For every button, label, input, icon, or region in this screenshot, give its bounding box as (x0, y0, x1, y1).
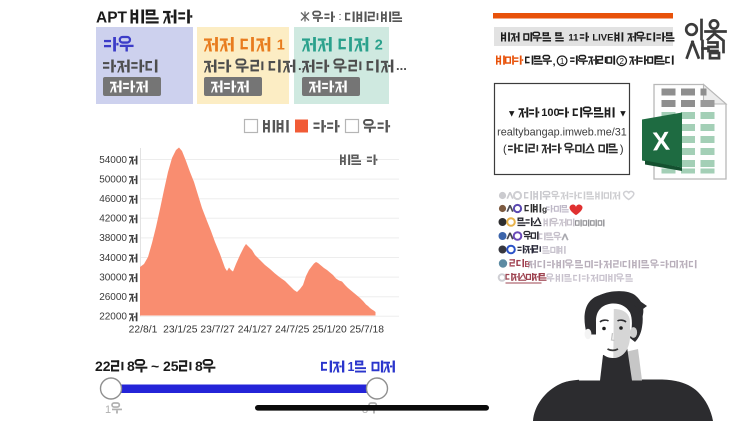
svg-text:11: 11 (568, 33, 579, 44)
svg-text:50000: 50000 (99, 174, 127, 185)
svg-text:B: B (524, 260, 530, 269)
svg-text:1: 1 (277, 38, 285, 54)
svg-text:25: 25 (163, 358, 179, 374)
svg-text:...: ... (396, 58, 407, 73)
svg-text:...: ... (298, 58, 309, 73)
svg-text:46000: 46000 (99, 194, 127, 205)
svg-text:APT: APT (96, 10, 128, 27)
svg-text:23/1/25: 23/1/25 (163, 325, 198, 336)
svg-text:8: 8 (195, 358, 203, 374)
svg-text::: : (339, 11, 342, 23)
svg-text:1: 1 (348, 360, 355, 374)
svg-text:26000: 26000 (99, 292, 127, 303)
svg-text:25/7/18: 25/7/18 (350, 325, 385, 336)
svg-text:8: 8 (127, 358, 135, 374)
svg-text:100: 100 (541, 107, 559, 119)
svg-text:54000: 54000 (99, 155, 127, 166)
svg-text:▼: ▼ (618, 109, 627, 120)
svg-text:22/8/1: 22/8/1 (129, 325, 158, 336)
svg-text:24/1/27: 24/1/27 (238, 325, 273, 336)
svg-text:(: ( (503, 144, 507, 156)
svg-text:2: 2 (619, 57, 624, 66)
svg-text:,: , (553, 56, 556, 68)
svg-text:22000: 22000 (99, 312, 127, 323)
svg-text:24/7/25: 24/7/25 (275, 325, 310, 336)
svg-text:23/7/27: 23/7/27 (200, 325, 235, 336)
svg-text:30000: 30000 (99, 272, 127, 283)
svg-text:1: 1 (105, 404, 111, 416)
svg-text:g: g (542, 204, 547, 214)
svg-text:~: ~ (151, 358, 159, 374)
svg-text:1: 1 (560, 57, 565, 66)
svg-text:X: X (652, 126, 672, 157)
svg-text:38000: 38000 (99, 233, 127, 244)
svg-text:): ) (620, 144, 624, 156)
svg-text:34000: 34000 (99, 253, 127, 264)
svg-text:realtybangap.imweb.me/31: realtybangap.imweb.me/31 (497, 127, 627, 139)
svg-text:42000: 42000 (99, 214, 127, 225)
svg-text:LIVE: LIVE (592, 33, 613, 44)
svg-text:▼: ▼ (507, 109, 516, 120)
svg-text:22: 22 (95, 358, 111, 374)
svg-text:25/1/20: 25/1/20 (312, 325, 347, 336)
svg-text:2: 2 (375, 38, 383, 54)
